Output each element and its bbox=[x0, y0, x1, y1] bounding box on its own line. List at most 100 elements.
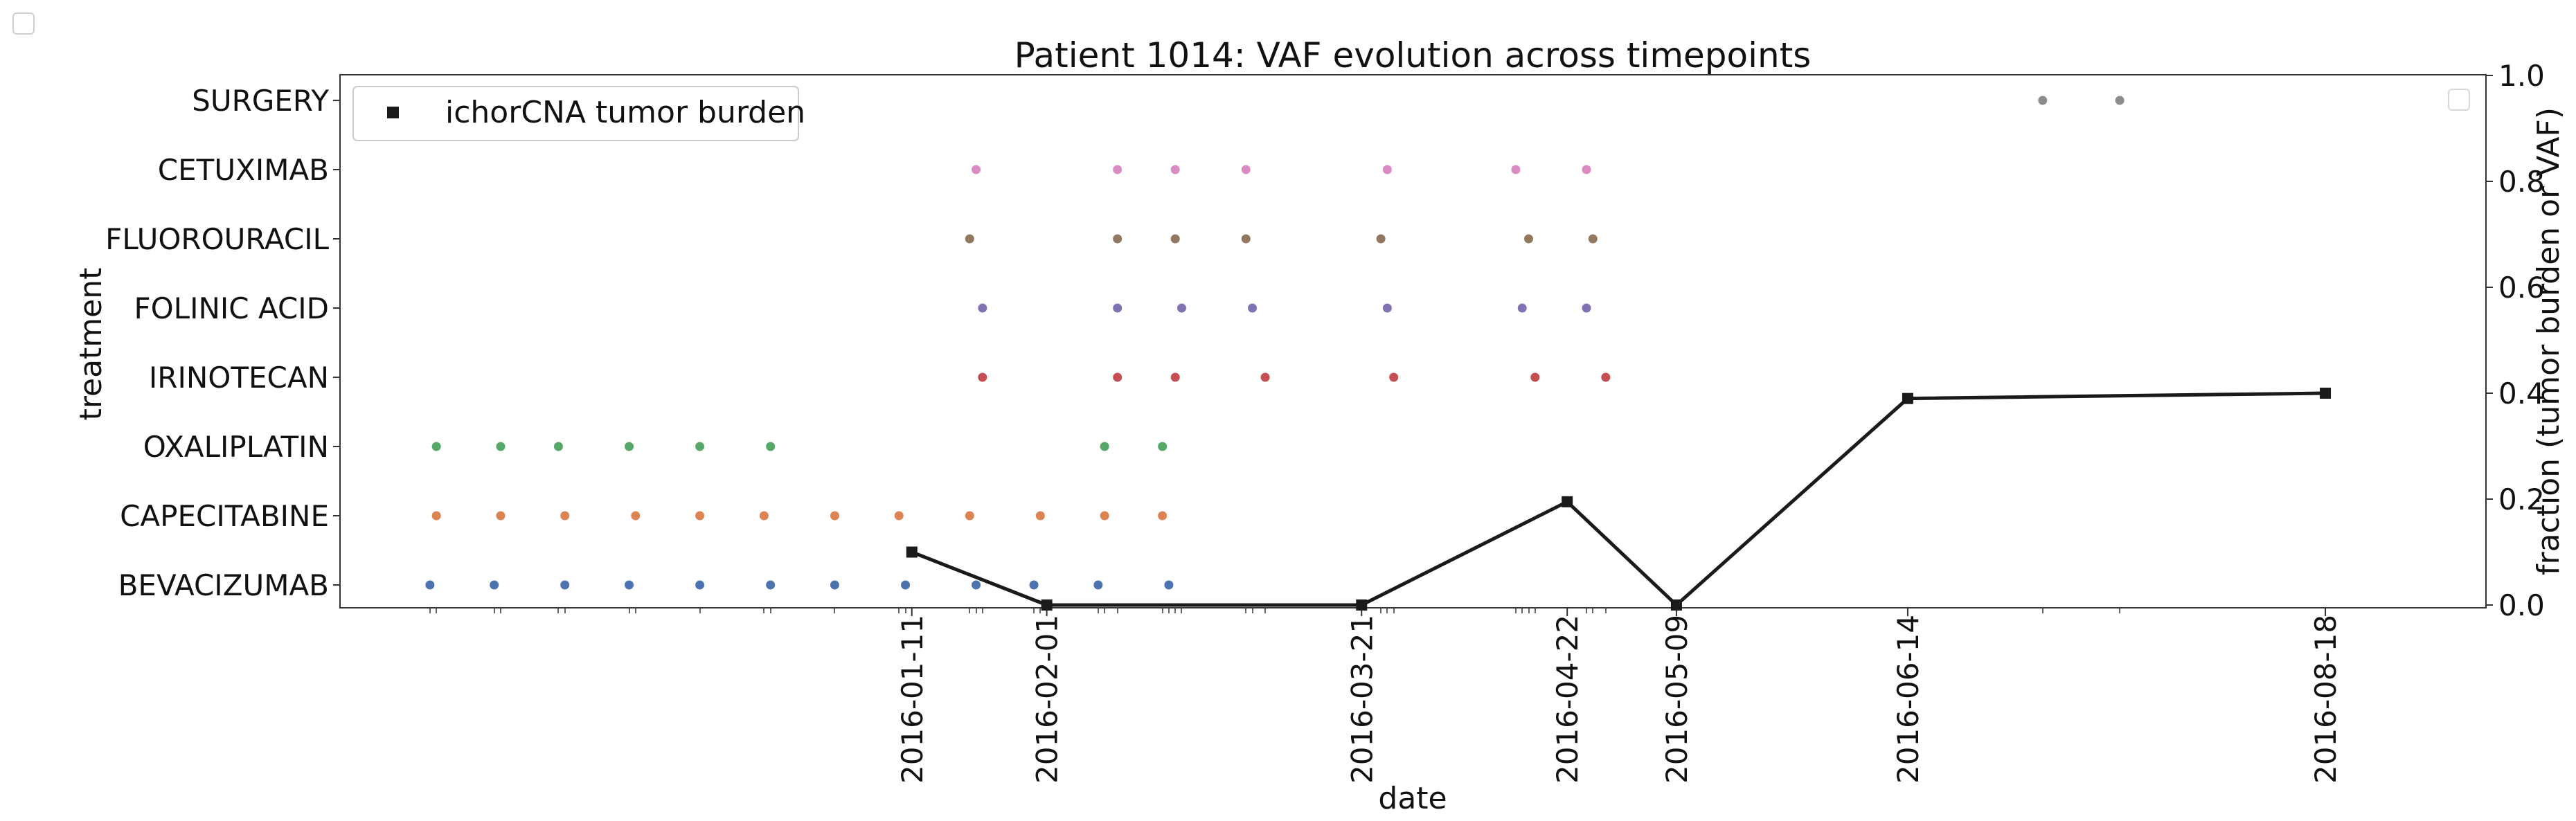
treatment-event-point bbox=[1170, 372, 1180, 382]
y-tick-label: FLUOROURACIL bbox=[105, 222, 329, 256]
treatment-event-point bbox=[830, 580, 839, 590]
axis-ticks: BEVACIZUMAB CAPECITABINE OXALIPLATIN IRINOT… bbox=[105, 59, 2545, 784]
treatment-event-point bbox=[1511, 165, 1521, 174]
treatment-event-point bbox=[695, 511, 705, 521]
treatment-event-point bbox=[496, 442, 506, 451]
treatment-event-point bbox=[1588, 234, 1598, 244]
y-tick-label: CAPECITABINE bbox=[120, 499, 329, 533]
x-tick-label: 2016-02-01 bbox=[1030, 615, 1064, 784]
treatment-event-point bbox=[759, 511, 769, 521]
x-tick-label: 2016-08-18 bbox=[2309, 615, 2343, 784]
x-tick-label: 2016-03-21 bbox=[1345, 615, 1379, 784]
legend-label: ichorCNA tumor burden bbox=[445, 95, 805, 130]
treatment-event-point bbox=[1382, 165, 1392, 174]
y-tick-label: IRINOTECAN bbox=[149, 361, 329, 395]
x-tick-label: 2016-01-11 bbox=[895, 615, 929, 784]
treatment-event-point bbox=[766, 442, 776, 451]
treatment-event-point bbox=[625, 580, 634, 590]
treatment-event-point bbox=[965, 234, 974, 244]
treatment-event-point bbox=[1530, 372, 1540, 382]
treatment-event-point bbox=[425, 580, 435, 590]
empty-legend-box bbox=[2448, 89, 2470, 111]
legend: ichorCNA tumor burden bbox=[352, 86, 805, 141]
treatment-event-point bbox=[431, 511, 441, 521]
treatment-event-point bbox=[631, 511, 641, 521]
treatment-event-point bbox=[431, 442, 441, 451]
treatment-event-point bbox=[1113, 372, 1122, 382]
tumor-burden-point bbox=[1902, 393, 1913, 404]
tumor-burden-point bbox=[1041, 599, 1053, 611]
tumor-burden-point bbox=[1562, 496, 1573, 507]
treatment-event-point bbox=[1248, 303, 1258, 313]
checkbox[interactable] bbox=[12, 12, 35, 35]
y-tick-label: CETUXIMAB bbox=[158, 153, 329, 187]
treatment-event-point bbox=[766, 580, 776, 590]
right-y-tick-label: 1.0 bbox=[2498, 59, 2545, 93]
treatment-event-point bbox=[965, 511, 974, 521]
treatment-event-point bbox=[560, 580, 570, 590]
treatment-event-point bbox=[1241, 165, 1251, 174]
x-tick-label: 2016-04-22 bbox=[1550, 615, 1584, 784]
treatment-event-point bbox=[1524, 234, 1534, 244]
treatment-event-point bbox=[1241, 234, 1251, 244]
y-tick-label: FOLINIC ACID bbox=[134, 291, 329, 325]
right-y-tick-label: 0.4 bbox=[2498, 377, 2545, 410]
treatment-event-point bbox=[1158, 511, 1168, 521]
treatment-event-point bbox=[1164, 580, 1174, 590]
treatment-event-point bbox=[1029, 580, 1039, 590]
treatment-event-point bbox=[1170, 165, 1180, 174]
x-tick-label: 2016-05-09 bbox=[1660, 615, 1694, 784]
treatment-event-point bbox=[2115, 96, 2125, 105]
tumor-burden-series bbox=[906, 388, 2332, 611]
right-y-tick-label: 0.8 bbox=[2498, 165, 2545, 199]
tumor-burden-point bbox=[1356, 599, 1368, 611]
treatment-event-point bbox=[978, 372, 987, 382]
treatment-event-point bbox=[1113, 165, 1122, 174]
treatment-event-point bbox=[490, 580, 499, 590]
x-axis-label: date bbox=[1378, 781, 1447, 816]
left-axis-label: treatment bbox=[73, 268, 109, 421]
treatment-events bbox=[425, 96, 2125, 590]
treatment-event-point bbox=[1113, 234, 1122, 244]
right-axis-label: fraction (tumor burden or VAF) bbox=[2531, 107, 2566, 575]
treatment-event-point bbox=[1517, 303, 1527, 313]
treatment-event-point bbox=[978, 303, 987, 313]
treatment-event-point bbox=[1035, 511, 1045, 521]
legend-marker-square bbox=[387, 107, 399, 118]
treatment-event-point bbox=[972, 165, 981, 174]
tumor-burden-line bbox=[911, 391, 2326, 607]
tumor-burden-point bbox=[1670, 599, 1682, 611]
treatment-event-point bbox=[1100, 511, 1109, 521]
legend-box bbox=[352, 86, 799, 141]
plot-area bbox=[339, 74, 2487, 608]
treatment-event-point bbox=[1158, 442, 1168, 451]
treatment-event-point bbox=[1382, 303, 1392, 313]
chart-title: Patient 1014: VAF evolution across timep… bbox=[1014, 35, 1812, 75]
treatment-event-point bbox=[1582, 303, 1591, 313]
treatment-event-point bbox=[830, 511, 839, 521]
treatment-event-point bbox=[625, 442, 634, 451]
treatment-event-point bbox=[901, 580, 911, 590]
tumor-burden-point bbox=[2320, 388, 2332, 399]
treatment-event-point bbox=[894, 511, 904, 521]
y-tick-label: OXALIPLATIN bbox=[143, 430, 329, 464]
treatment-event-point bbox=[1113, 303, 1122, 313]
treatment-event-point bbox=[695, 442, 705, 451]
treatment-event-point bbox=[1376, 234, 1386, 244]
treatment-event-point bbox=[695, 580, 705, 590]
treatment-event-point bbox=[560, 511, 570, 521]
x-tick-label: 2016-06-14 bbox=[1891, 615, 1925, 784]
treatment-event-point bbox=[1582, 165, 1591, 174]
right-y-tick-label: 0.6 bbox=[2498, 271, 2545, 305]
treatment-event-point bbox=[1260, 372, 1270, 382]
treatment-event-point bbox=[1100, 442, 1109, 451]
treatment-event-point bbox=[553, 442, 563, 451]
treatment-event-point bbox=[1170, 234, 1180, 244]
right-y-tick-label: 0.2 bbox=[2498, 482, 2545, 516]
treatment-event-point bbox=[496, 511, 506, 521]
treatment-event-point bbox=[1093, 580, 1103, 590]
y-tick-label: SURGERY bbox=[192, 84, 329, 118]
right-y-tick-label: 0.0 bbox=[2498, 588, 2545, 622]
treatment-event-point bbox=[1389, 372, 1399, 382]
